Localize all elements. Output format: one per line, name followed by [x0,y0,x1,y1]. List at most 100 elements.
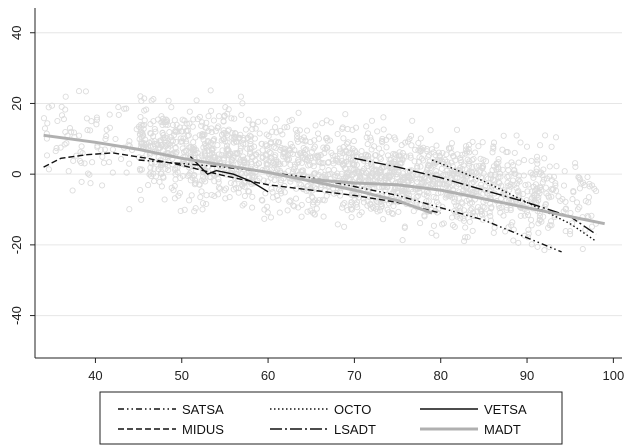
scatter-point [408,142,415,149]
scatter-point [63,140,70,147]
legend-label: LSADT [334,422,376,437]
scatter-point [473,163,480,170]
scatter-point [469,227,476,234]
scatter-point [552,180,559,187]
scatter-point [284,155,291,162]
scatter-point [433,168,440,175]
scatter-point [540,176,547,183]
scatter-point [542,132,549,139]
scatter-point [239,202,246,209]
scatter-point [93,114,100,121]
scatter-point [445,192,452,200]
scatter-point [365,156,372,163]
scatter-point [151,165,158,172]
scatter-point [233,138,241,145]
scatter-point [467,207,474,214]
scatter-point [277,179,284,186]
scatter-point [156,178,163,185]
scatter-point [199,119,206,126]
scatter-point [193,97,200,104]
scatter-point [121,105,128,112]
scatter-point [491,177,498,184]
scatter-point [403,190,410,197]
scatter-point [489,149,496,156]
scatter-point [448,177,456,184]
scatter-point [452,167,459,174]
scatter-point [376,169,383,176]
scatter-point [249,193,256,200]
scatter-point [44,120,51,127]
scatter-point [364,202,371,209]
scatter-point [420,144,427,151]
scatter-point [359,167,366,175]
scatter-point [60,116,67,123]
scatter-point [470,178,477,186]
scatter-point [241,200,248,207]
scatter-point [292,126,299,133]
scatter-point [582,198,589,205]
scatter-point [109,169,116,176]
scatter-point [460,187,467,194]
scatter-point [480,156,487,163]
scatter-point [388,209,396,217]
scatter-point [102,136,109,143]
scatter-point [393,173,401,181]
scatter-point [308,193,315,200]
scatter-point [284,207,291,214]
scatter-point [224,127,232,135]
scatter-point [406,135,413,142]
scatter-point [189,123,196,130]
scatter-point [311,170,318,177]
scatter-point [409,188,416,195]
scatter-point [158,142,165,149]
scatter-point [495,164,502,171]
scatter-point [248,161,255,168]
scatter-point [343,173,350,180]
scatter-point [319,120,326,127]
scatter-point [188,192,195,199]
scatter-point [517,139,524,146]
scatter-point [529,171,536,178]
scatter-point [570,187,577,195]
scatter-point [453,183,460,190]
x-tick-label: 100 [603,368,625,383]
scatter-point [344,207,351,214]
scatter-point [462,146,470,153]
scatter-point [360,199,368,206]
scatter-point [214,142,221,149]
scatter-point [436,153,444,160]
scatter-point [150,96,157,103]
scatter-point [186,108,193,115]
scatter-point [539,179,546,186]
scatter-point [310,199,317,206]
y-tick-label: 40 [9,26,24,40]
scatter-point [508,222,515,229]
scatter-point [170,187,177,194]
scatter-point [126,138,133,145]
scatter-point [181,206,188,213]
scatter-point [471,212,479,219]
scatter-point [179,145,186,152]
scatter-point [350,138,357,145]
scatter-point [294,160,301,167]
scatter-point [231,115,238,122]
scatter-point [211,192,218,200]
scatter-point [287,140,294,147]
scatter-point [530,174,537,181]
scatter-point [445,145,452,152]
scatter-point [398,159,405,166]
scatter-point [379,164,386,171]
scatter-point [136,165,143,173]
scatter-point [183,140,190,147]
scatter-point [288,116,295,123]
scatter-point [485,179,492,186]
scatter-point [367,173,375,180]
scatter-point [562,228,569,235]
scatter-point [247,138,254,145]
scatter-point [277,188,284,195]
scatter-point [272,145,279,152]
scatter-point [488,172,495,179]
scatter-point [474,204,482,211]
scatter-point [386,173,393,180]
scatter-point [368,137,375,144]
